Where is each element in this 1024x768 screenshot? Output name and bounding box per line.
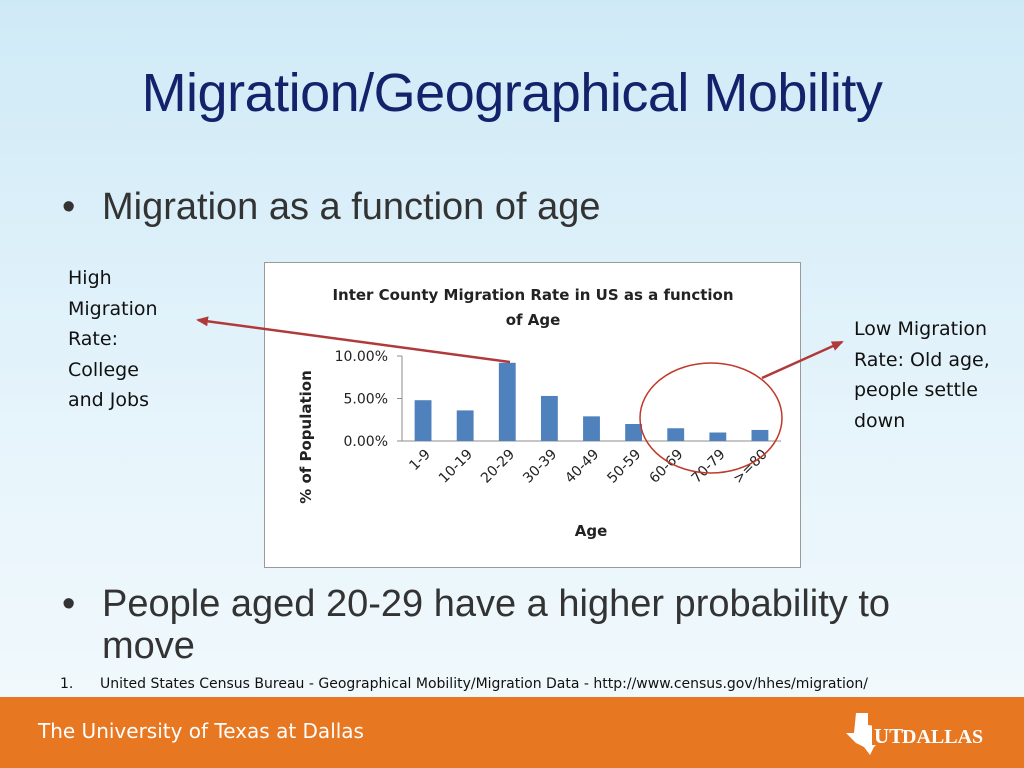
university-name: The University of Texas at Dallas [38,719,364,743]
bar-60-69 [667,428,685,441]
note-line: Rate: [68,328,118,350]
logo-ut: UT [874,724,903,748]
logo-dallas: DALLAS [902,726,983,748]
x-tick-label: 20-29 [478,447,518,487]
footer-bar: The University of Texas at Dallas UT DAL… [0,697,1024,768]
x-tick-label: 60-69 [646,447,686,487]
note-line: College [68,358,139,381]
footnote-number: 1. [60,676,74,692]
bar-10-19 [456,410,474,441]
bar-20-29 [498,362,516,441]
note-line: Low Migration [854,318,988,340]
bullet-age-20-29: • People aged 20-29 have a higher probab… [62,583,962,667]
note-line: High [68,267,112,289]
bullet-text: Migration as a function of age [102,186,601,228]
note-line: Rate: Old age, [854,348,990,371]
y-tick-label: 0.00% [344,434,388,450]
x-axis-label: Age [575,522,608,540]
y-tick-label: 5.00% [344,392,388,408]
bar-30-39 [540,395,558,441]
chart-title-line-1: Inter County Migration Rate in US as a f… [332,286,733,304]
bullet-symbol: • [62,583,76,625]
migration-bar-chart: Inter County Migration Rate in US as a f… [297,286,781,540]
bar->=80 [751,429,769,441]
low-migration-note: Low Migration Rate: Old age, people sett… [854,314,1014,436]
x-tick-labels: 1-9 10-19 20-29 30-39 40-49 50-59 60-69 70-79 >=… [406,447,770,488]
y-axis-label: % of Population [297,370,315,504]
bullet-symbol: • [62,186,76,228]
x-tick-label: 50-59 [604,447,644,487]
x-tick-label: 70-79 [689,447,729,487]
x-tick-label: 30-39 [520,447,560,487]
ut-dallas-logo: UT DALLAS [846,713,983,755]
y-tick-labels: 0.00% 5.00% 10.00% [335,349,388,450]
note-line: down [854,409,906,432]
chart-frame: Inter County Migration Rate in US as a f… [264,262,801,568]
high-migration-note: High Migration Rate: College and Jobs [68,263,188,416]
bar-1-9 [414,400,432,441]
x-tick-label: 1-9 [406,447,433,474]
x-tick-label: >=80 [730,447,771,488]
note-line: people settle [854,379,978,401]
bar-40-49 [583,416,600,441]
bar-50-59 [625,424,643,441]
note-line: Migration [68,297,158,320]
chart-bars [414,362,769,441]
footnote: 1. United States Census Bureau - Geograph… [60,676,868,692]
x-tick-label: 10-19 [436,447,476,487]
bar-70-79 [709,432,727,441]
slide-title: Migration/Geographical Mobility [141,63,883,123]
bullet-migration-age: • Migration as a function of age [62,186,601,228]
y-tick-label: 10.00% [335,349,388,365]
note-line: and Jobs [68,389,149,411]
x-tick-label: 40-49 [562,447,602,487]
bullet-text: People aged 20-29 have a higher probabil… [102,583,891,667]
chart-title-line-2: of Age [506,311,561,329]
footnote-text: United States Census Bureau - Geographic… [100,676,869,692]
